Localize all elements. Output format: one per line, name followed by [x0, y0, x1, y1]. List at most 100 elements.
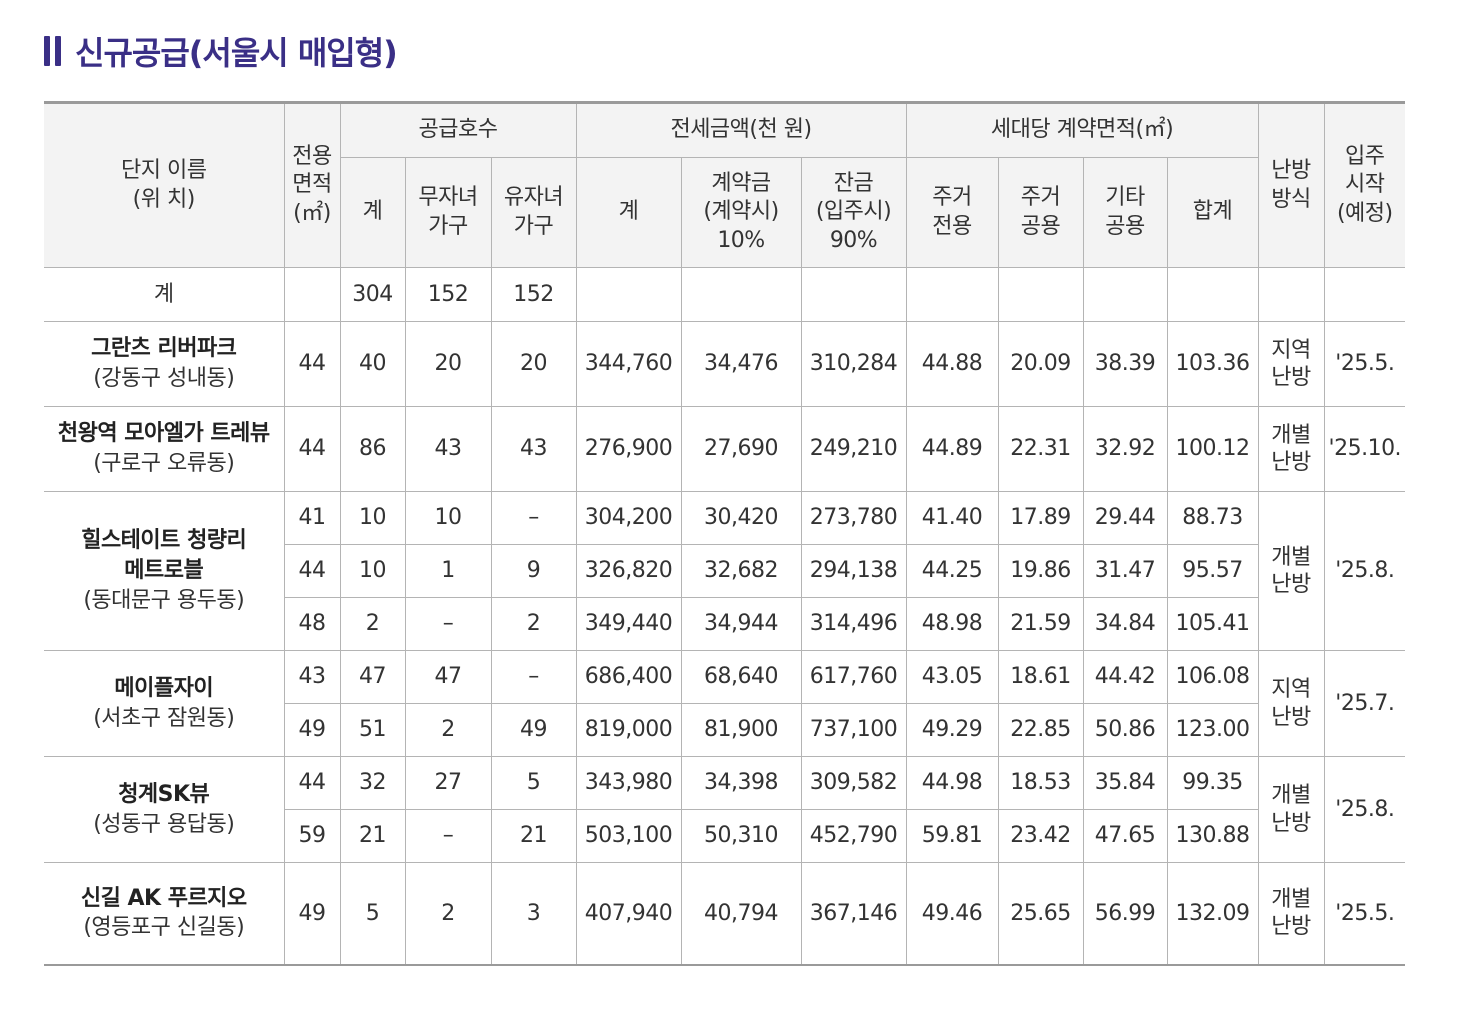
cell-res-common: 25.65 — [997, 862, 1084, 966]
movein-cell: '25.7. — [1323, 650, 1406, 757]
cell-supply-child: 5 — [490, 756, 577, 810]
header-heating: 난방 방식 — [1257, 101, 1325, 268]
cell-area: 44 — [283, 756, 341, 810]
cell-supply-total: 51 — [339, 703, 406, 757]
cell-price-total: 304,200 — [575, 491, 682, 545]
cell-area: 49 — [283, 862, 341, 966]
header-supply-child: 유자녀 가구 — [490, 157, 577, 268]
table-row: 힐스테이트 청량리 메트로블 (동대문구 용두동) 41 10 10–304,200 30,… — [44, 491, 1406, 651]
cell-price-total: 819,000 — [575, 703, 682, 757]
complex-location: (성동구 용답동) — [93, 811, 235, 837]
cell-other-common: 32.92 — [1082, 406, 1168, 492]
cell-price-total: 503,100 — [575, 809, 682, 863]
heating-cell: 지역 난방 — [1257, 650, 1325, 757]
cell-area: 44 — [283, 321, 341, 407]
movein-cell: '25.5. — [1323, 862, 1406, 966]
cell-contract-sum: 106.08 — [1166, 650, 1259, 704]
cell-price-total: 407,940 — [575, 862, 682, 966]
table-row: 그란츠 리버파크 (강동구 성내동) 44 40 20 20 344,760 34,476 31… — [44, 321, 1406, 407]
complex-location: (동대문구 용두동) — [83, 587, 245, 613]
cell-res-exclusive: 43.05 — [905, 650, 999, 704]
complex-name-cell: 힐스테이트 청량리 메트로블 (동대문구 용두동) — [44, 491, 285, 651]
cell-area: 44 — [284, 544, 341, 598]
cell-supply-child: 49 — [490, 703, 577, 757]
cell-supply-total: 47 — [339, 650, 406, 704]
heating-cell: 개별 난방 — [1257, 491, 1325, 651]
cell-contract-sum: 88.73 — [1166, 491, 1259, 545]
cell-deposit: 30,420 — [680, 491, 802, 545]
table-header: 단지 이름 (위 치) 전용 면적 (㎡) 공급호수 전세금액(천 원) 세대당 계약… — [44, 101, 1406, 268]
cell-other-common: 35.84 — [1082, 756, 1168, 810]
complex-location: (영등포구 신길동) — [83, 915, 245, 941]
cell-res-common: 21.59 — [997, 597, 1084, 651]
cell-res-exclusive: 44.89 — [905, 406, 999, 492]
cell-res-exclusive: 44.98 — [905, 756, 999, 810]
table-row: 48 2–2 349,440 34,944 314,496 48.98 21.59 34.84… — [44, 597, 1405, 651]
header-other-common: 기타 공용 — [1082, 157, 1168, 268]
complex-name-cell: 메이플자이 (서초구 잠원동) — [44, 650, 285, 757]
complex-name: 신길 AK 푸르지오 — [80, 885, 247, 911]
cell-supply-nochild: – — [404, 809, 492, 863]
cell-supply-child: – — [490, 650, 577, 704]
totals-row: 계 304 152 152 — [44, 267, 1406, 322]
cell-deposit: 34,476 — [680, 321, 802, 407]
cell-deposit: 34,398 — [680, 756, 802, 810]
cell-res-exclusive: 44.25 — [905, 544, 999, 598]
cell-area: 48 — [284, 597, 341, 651]
cell-balance: 452,790 — [800, 809, 907, 863]
cell-balance: 367,146 — [800, 862, 907, 966]
cell-supply-nochild: 20 — [404, 321, 492, 407]
complex-location: (강동구 성내동) — [93, 366, 235, 391]
cell-deposit: 34,944 — [680, 597, 802, 651]
header-contract-sum: 합계 — [1166, 157, 1259, 268]
table-row: 신길 AK 푸르지오 (영등포구 신길동) 49 5 2 3 407,940 40,794 36… — [44, 862, 1406, 966]
complex-name: 힐스테이트 청량리 — [81, 528, 247, 554]
movein-cell: '25.5. — [1323, 321, 1406, 407]
cell-deposit: 81,900 — [680, 703, 802, 757]
page-title: 신규공급(서울시 매입형) — [75, 34, 398, 72]
cell-supply-total: 32 — [339, 756, 406, 810]
heating-cell: 개별 난방 — [1257, 756, 1325, 863]
cell-supply-child: 2 — [490, 597, 577, 651]
cell-res-common: 17.89 — [997, 491, 1084, 545]
cell-supply-total: 40 — [339, 321, 406, 407]
cell-res-exclusive: 59.81 — [905, 809, 999, 863]
cell-res-exclusive: 49.29 — [905, 703, 999, 757]
totals-nochild: 152 — [404, 267, 492, 322]
cell-area: 43 — [283, 650, 341, 704]
cell-res-common: 22.85 — [997, 703, 1084, 757]
cell-supply-nochild: 2 — [404, 862, 492, 966]
cell-price-total: 344,760 — [575, 321, 682, 407]
cell-contract-sum: 95.57 — [1166, 544, 1259, 598]
cell-res-common: 20.09 — [997, 321, 1084, 407]
header-contract-area-group: 세대당 계약면적(㎡) — [905, 101, 1259, 158]
cell-supply-total: 21 — [339, 809, 406, 863]
cell-price-total: 326,820 — [575, 544, 682, 598]
cell-supply-child: 9 — [490, 544, 577, 598]
cell-contract-sum: 99.35 — [1166, 756, 1259, 810]
header-supply-total: 계 — [340, 157, 406, 268]
header-supply-nochild: 무자녀 가구 — [404, 157, 492, 268]
complex-location: (구로구 오류동) — [93, 451, 235, 476]
cell-contract-sum: 103.36 — [1166, 321, 1259, 407]
cell-price-total: 343,980 — [575, 756, 682, 810]
cell-deposit: 27,690 — [680, 406, 802, 492]
cell-price-total: 276,900 — [575, 406, 682, 492]
cell-res-exclusive: 48.98 — [905, 597, 999, 651]
cell-supply-total: 10 — [339, 544, 406, 598]
cell-balance: 249,210 — [800, 406, 907, 492]
header-res-exclusive: 주거 전용 — [905, 157, 999, 268]
table-row: 49 51 2 49 819,000 81,900 737,100 49.29 22.85 50.… — [44, 703, 1405, 757]
cell-supply-child: 43 — [490, 406, 577, 492]
cell-contract-sum: 130.88 — [1166, 809, 1259, 863]
cell-supply-total: 2 — [339, 597, 406, 651]
complex-name: 청계SK뷰 — [118, 781, 210, 807]
cell-balance: 310,284 — [800, 321, 907, 407]
cell-supply-nochild: 10 — [404, 491, 492, 545]
cell-other-common: 38.39 — [1082, 321, 1168, 407]
header-movein: 입주 시작 (예정) — [1323, 101, 1406, 268]
cell-supply-total: 86 — [339, 406, 406, 492]
totals-supply-total: 304 — [339, 267, 406, 322]
cell-other-common: 44.42 — [1082, 650, 1168, 704]
cell-other-common: 56.99 — [1082, 862, 1168, 966]
